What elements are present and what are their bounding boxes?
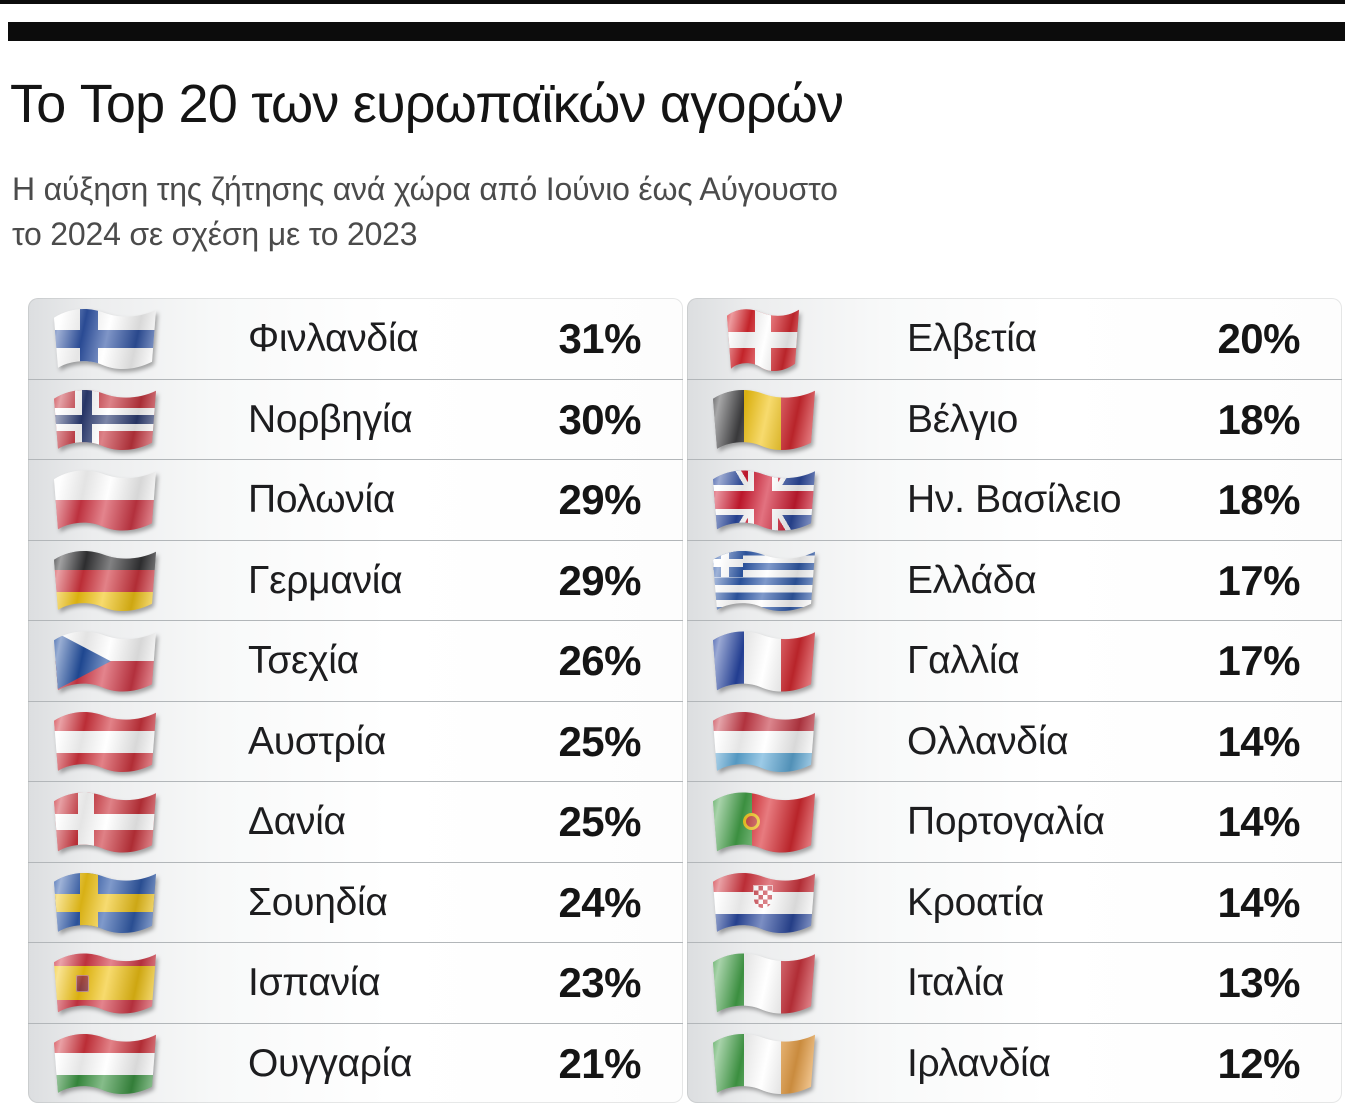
table-row: Ελλάδα 17%: [687, 539, 1342, 621]
flag-icon-switzerland: [707, 305, 819, 373]
table-row: Αυστρία 25%: [28, 700, 683, 782]
percent-value: 25%: [558, 717, 641, 765]
percent-value: 17%: [1217, 637, 1300, 685]
table-row: Δανία 25%: [28, 781, 683, 862]
country-label: Φινλανδία: [248, 316, 419, 360]
page-title: Το Top 20 των ευρωπαϊκών αγορών: [10, 74, 844, 134]
percent-value: 12%: [1217, 1039, 1300, 1087]
percent-value: 14%: [1217, 878, 1300, 926]
table-row: Σουηδία 24%: [28, 861, 683, 943]
table-row: Ουγγαρία 21%: [28, 1022, 683, 1104]
subtitle-line-2: το 2024 σε σχέση με το 2023: [12, 216, 418, 253]
country-label: Ελλάδα: [907, 558, 1037, 602]
percent-value: 25%: [558, 798, 641, 846]
page-subtitle: Η αύξηση της ζήτησης ανά χώρα από Ιούνιο…: [12, 167, 1345, 257]
header-divider-bar: [8, 22, 1345, 41]
country-label: Νορβηγία: [248, 397, 413, 441]
percent-value: 20%: [1217, 314, 1300, 362]
flag-icon-spain: [48, 949, 160, 1017]
country-label: Δανία: [248, 800, 346, 844]
flag-icon-poland: [48, 466, 160, 534]
table-row: Βέλγιο 18%: [687, 378, 1342, 460]
country-label: Ελβετία: [907, 316, 1037, 360]
percent-value: 18%: [1217, 476, 1300, 524]
subtitle-line-1: Η αύξηση της ζήτησης ανά χώρα από Ιούνιο…: [12, 171, 838, 208]
country-label: Ισπανία: [248, 961, 381, 1005]
percent-value: 14%: [1217, 798, 1300, 846]
country-label: Κροατία: [907, 880, 1044, 924]
table-row: Πολωνία 29%: [28, 459, 683, 540]
country-label: Σουηδία: [248, 880, 388, 924]
country-label: Ιταλία: [907, 961, 1005, 1005]
flag-icon-norway: [48, 386, 160, 454]
percent-value: 29%: [558, 556, 641, 604]
country-ranking-table: Φινλανδία 31% Νορβηγία 30% Πολωνία 29% Γ…: [28, 298, 1345, 1104]
table-row: Νορβηγία 30%: [28, 378, 683, 460]
percent-value: 23%: [558, 959, 641, 1007]
table-row: Φινλανδία 31%: [28, 298, 683, 379]
country-label: Ολλανδία: [907, 719, 1069, 763]
table-row: Πορτογαλία 14%: [687, 781, 1342, 862]
table-column-left: Φινλανδία 31% Νορβηγία 30% Πολωνία 29% Γ…: [28, 298, 683, 1104]
flag-icon-croatia: [707, 869, 819, 937]
flag-icon-italy: [707, 949, 819, 1017]
flag-icon-ireland: [707, 1030, 819, 1098]
percent-value: 21%: [558, 1039, 641, 1087]
table-row: Ολλανδία 14%: [687, 700, 1342, 782]
flag-icon-hungary: [48, 1030, 160, 1098]
table-row: Ιταλία 13%: [687, 942, 1342, 1023]
table-row: Ην. Βασίλειο 18%: [687, 459, 1342, 540]
country-label: Γερμανία: [248, 558, 403, 602]
country-label: Τσεχία: [248, 639, 359, 683]
country-label: Βέλγιο: [907, 397, 1018, 441]
percent-value: 26%: [558, 637, 641, 685]
country-label: Ουγγαρία: [248, 1041, 413, 1085]
percent-value: 30%: [558, 395, 641, 443]
percent-value: 18%: [1217, 395, 1300, 443]
table-row: Ιρλανδία 12%: [687, 1022, 1342, 1104]
flag-icon-belgium: [707, 386, 819, 454]
country-label: Αυστρία: [248, 719, 387, 763]
flag-icon-portugal: [707, 788, 819, 856]
flag-icon-czechia: [48, 627, 160, 695]
country-label: Ιρλανδία: [907, 1041, 1051, 1085]
percent-value: 17%: [1217, 556, 1300, 604]
table-row: Γαλλία 17%: [687, 620, 1342, 701]
flag-icon-finland: [48, 305, 160, 373]
table-row: Ελβετία 20%: [687, 298, 1342, 379]
percent-value: 31%: [558, 314, 641, 362]
table-row: Γερμανία 29%: [28, 539, 683, 621]
flag-icon-germany: [48, 547, 160, 615]
flag-icon-greece: [707, 547, 819, 615]
percent-value: 13%: [1217, 959, 1300, 1007]
country-label: Πορτογαλία: [907, 800, 1105, 844]
flag-icon-austria: [48, 708, 160, 776]
flag-icon-denmark: [48, 788, 160, 856]
flag-icon-france: [707, 627, 819, 695]
flag-icon-netherlands: [707, 708, 819, 776]
percent-value: 14%: [1217, 717, 1300, 765]
country-label: Πολωνία: [248, 478, 396, 522]
table-column-right: Ελβετία 20% Βέλγιο 18% Ην. Βασίλειο 18% …: [687, 298, 1342, 1104]
table-row: Τσεχία 26%: [28, 620, 683, 701]
flag-icon-united-kingdom: [707, 466, 819, 534]
country-label: Γαλλία: [907, 639, 1020, 683]
percent-value: 29%: [558, 476, 641, 524]
flag-icon-sweden: [48, 869, 160, 937]
top-strip: [0, 0, 1345, 4]
percent-value: 24%: [558, 878, 641, 926]
country-label: Ην. Βασίλειο: [907, 478, 1122, 522]
table-row: Ισπανία 23%: [28, 942, 683, 1023]
table-row: Κροατία 14%: [687, 861, 1342, 943]
